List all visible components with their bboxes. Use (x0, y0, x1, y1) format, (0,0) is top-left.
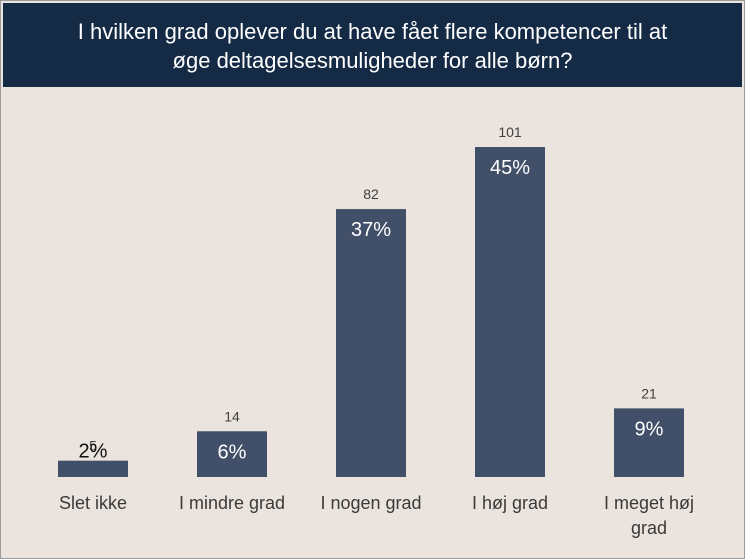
category-label-4: I meget høj (604, 493, 694, 513)
title-bar: I hvilken grad oplever du at have fået f… (3, 3, 742, 87)
count-label-0: 5 (89, 438, 97, 454)
category-label-0: Slet ikke (59, 493, 127, 513)
count-label-2: 82 (363, 186, 379, 202)
count-label-1: 14 (224, 408, 240, 424)
percent-label-0: 2% (79, 441, 108, 463)
percent-label-2: 37% (351, 219, 391, 241)
bar-3 (475, 147, 545, 477)
bar-4 (614, 408, 684, 477)
count-label-4: 21 (641, 385, 657, 401)
chart-title: I hvilken grad oplever du at have fået f… (3, 17, 742, 75)
percent-label-4: 9% (635, 418, 664, 440)
chart-title-line-1: I hvilken grad oplever du at have fået f… (77, 19, 668, 44)
percent-label-3: 45% (490, 157, 530, 179)
percent-label-1: 6% (218, 441, 247, 463)
bar-1 (197, 431, 267, 477)
category-label-1: I mindre grad (179, 493, 285, 513)
category-label-3: I høj grad (472, 493, 548, 513)
category-label-2: I nogen grad (320, 493, 421, 513)
count-label-3: 101 (498, 124, 522, 140)
chart-title-line-2: øge deltagelsesmuligheder for alle børn? (172, 48, 573, 73)
bar-0 (58, 460, 128, 477)
bar-2 (336, 209, 406, 477)
category-label-4-line-2: grad (631, 518, 667, 538)
